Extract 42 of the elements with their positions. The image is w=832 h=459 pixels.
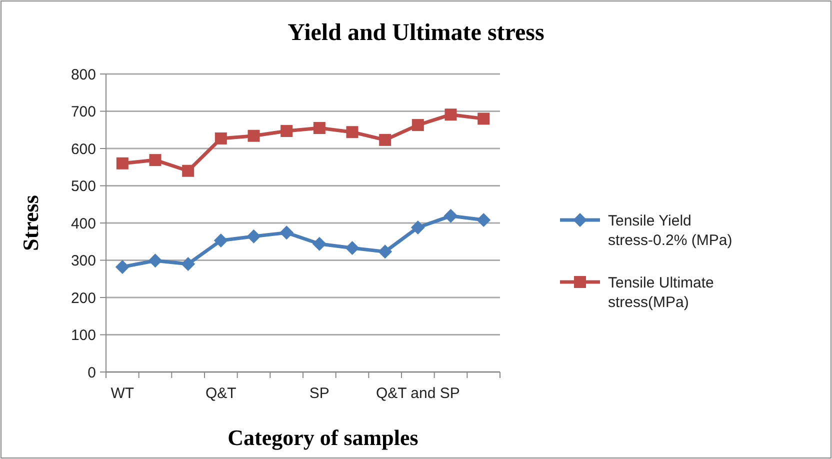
point [313, 122, 326, 134]
y-tick-label: 800 [70, 66, 96, 84]
y-tick-label: 100 [70, 327, 96, 344]
point [181, 256, 196, 271]
point [444, 108, 457, 121]
y-tick-label: 400 [70, 215, 96, 232]
y-tick-label: 0 [88, 364, 96, 382]
chart-title: Yield and Ultimate stress [288, 20, 544, 46]
x-tick-label: Q&T and SP [376, 385, 460, 402]
x-tick-label: SP [309, 385, 330, 402]
point [248, 130, 260, 142]
point [312, 236, 326, 251]
point [280, 124, 293, 137]
point [246, 229, 261, 244]
y-axis-title: Stress [18, 194, 43, 251]
point [280, 226, 294, 240]
legend-label: Tensile Ultimate stress(MPa) [608, 274, 714, 311]
y-tick-label: 700 [70, 104, 96, 120]
x-tick-label: WT [110, 385, 134, 402]
point [214, 234, 228, 248]
y-tick-label: 300 [70, 252, 96, 270]
y-tick-label: 200 [70, 290, 96, 307]
point [444, 208, 458, 223]
point [476, 213, 491, 228]
point [379, 134, 392, 146]
point [116, 157, 128, 170]
y-tick-label: 600 [70, 140, 96, 158]
point [149, 154, 162, 166]
point [410, 220, 425, 234]
point [378, 244, 392, 259]
point [478, 112, 490, 125]
point [412, 119, 424, 132]
point [148, 254, 162, 268]
point [115, 260, 130, 274]
point [182, 164, 194, 177]
y-tick-label: 500 [70, 178, 96, 195]
x-axis-title: Category of samples [228, 425, 419, 450]
point [214, 132, 227, 144]
point [345, 240, 360, 255]
x-tick-label: Q&T [205, 385, 236, 402]
legend-label: Tensile Yield stress-0.2% (MPa) [608, 212, 732, 249]
point [346, 126, 358, 138]
